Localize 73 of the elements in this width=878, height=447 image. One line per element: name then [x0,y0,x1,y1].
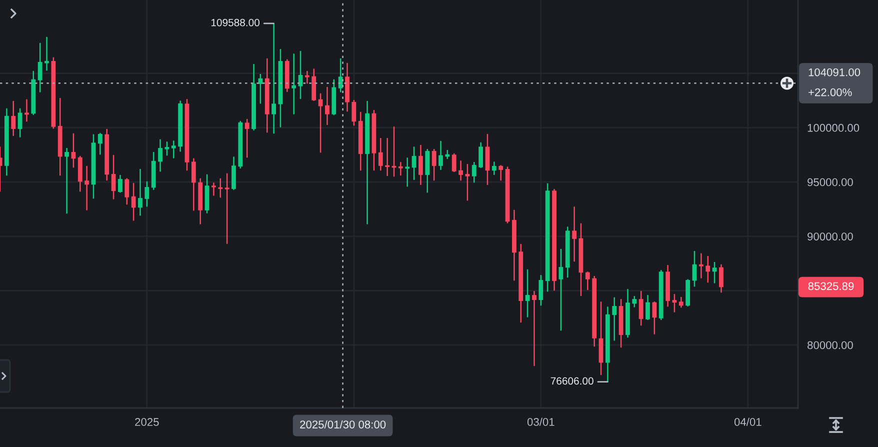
candlestick [572,206,576,262]
y-tick-label: 95000.00 [808,178,853,186]
ref-line-label: 104091.00 +22.00% [808,68,860,96]
candlestick [272,22,276,134]
candlestick [258,73,263,104]
candlestick [292,53,296,115]
candlestick [378,137,383,172]
candlestick [646,294,650,321]
y-tick-label: 100000.00 [808,124,860,132]
candlestick [325,86,330,126]
candlestick [458,160,463,182]
y-tick-label: 80000.00 [808,341,853,350]
candlestick [11,100,16,137]
candlestick [538,274,544,306]
candlestick [632,295,637,308]
candlestick [678,296,684,308]
candlestick [432,148,436,182]
candlestick [525,268,530,318]
candlestick [111,154,116,200]
candlestick [304,70,310,84]
candlestick [64,147,69,214]
candlestick [465,163,470,202]
candlestick [144,180,150,208]
candlestick [191,158,196,212]
candlestick [244,118,250,158]
candlestick [224,172,230,245]
candlestick [558,248,564,332]
candlestick [171,140,176,159]
candlestick [18,108,22,138]
candlestick [452,152,456,173]
candlestick [405,157,410,188]
candlestick [706,255,710,284]
candlestick [398,161,403,176]
candlestick [612,296,617,342]
candlestick [472,161,476,184]
ref-line-label: 2025/01/30 08:00 [300,420,386,428]
x-tick-label: 04/01 [734,418,762,426]
candlestick [712,261,717,284]
candlestick [218,178,223,198]
candlestick [638,290,644,326]
candlestick [492,161,496,176]
candlestick [44,36,49,72]
candlestick [532,290,536,367]
annotation: 109588.00 [211,18,260,26]
x-tick-label: 03/01 [527,418,554,426]
x-tick-label: 2025 [135,418,159,426]
candlestick [124,178,130,206]
candlestick [652,300,657,335]
candlestick [158,138,162,172]
candlestick [38,42,42,93]
candlestick [485,133,490,186]
candlestick [318,92,323,154]
candlestick [131,182,136,222]
candlestick [352,99,356,126]
text: 85325.89 [808,282,854,290]
candlestick [498,164,504,182]
candlestick [698,252,704,279]
candlestick [98,132,102,156]
candlestick [438,140,443,171]
candlestick [232,156,236,191]
candlestick [84,165,90,211]
candlestick [24,98,29,122]
y-tick-label: 90000.00 [808,232,853,240]
candlestick [338,58,343,93]
annotation: 76606.00 [550,377,594,385]
candlestick [138,168,142,216]
candlestick [585,271,590,291]
candlestick [118,174,122,194]
candlestick [478,142,484,169]
candlestick [211,182,216,196]
candlestick [719,264,724,294]
candlestick [164,140,170,156]
candlestick [418,144,423,186]
